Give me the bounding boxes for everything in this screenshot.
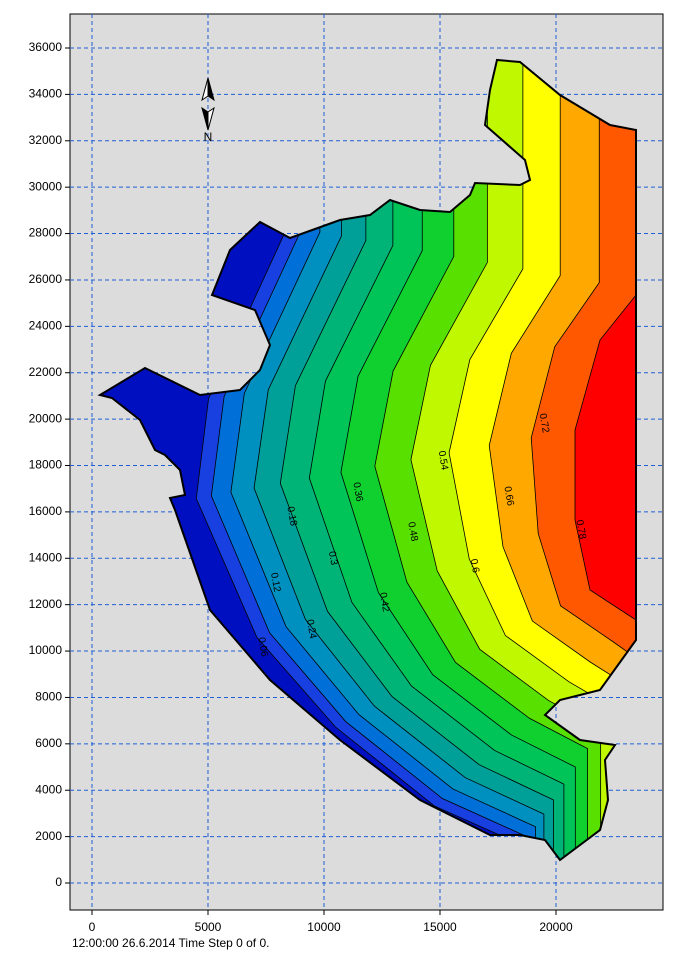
contour-label: 0.78 [573,519,587,541]
contour-label: 0.36 [350,481,364,503]
contour-label: 0.42 [377,592,391,614]
contour-label: 0.66 [501,486,515,508]
y-tick-label: 18000 [29,458,63,472]
contour-band [574,60,636,860]
y-tick-label: 24000 [29,319,63,333]
y-tick-label: 12000 [29,597,63,611]
contour-label: 0.6 [468,558,481,574]
x-tick-label: 10000 [307,920,341,934]
x-tick-label: 0 [89,920,96,934]
north-arrow: N [201,77,215,144]
y-tick-label: 16000 [29,504,63,518]
y-tick-label: 6000 [35,736,62,750]
contour-label: 0.24 [304,619,318,641]
y-tick-label: 20000 [29,411,63,425]
y-tick-label: 0 [55,875,62,889]
y-tick-label: 28000 [29,226,63,240]
contour-label: 0.72 [537,413,551,435]
x-tick-label: 20000 [539,920,573,934]
contour-label: 0.18 [284,506,298,528]
y-tick-label: 32000 [29,133,63,147]
contour-label: 0.12 [268,572,282,594]
y-tick-label: 10000 [29,643,63,657]
y-tick-label: 2000 [35,829,62,843]
y-tick-label: 30000 [29,179,63,193]
y-tick-label: 36000 [29,40,63,54]
contour-label: 0.54 [436,450,450,472]
y-tick-label: 26000 [29,272,63,286]
x-tick-label: 15000 [423,920,457,934]
status-text: 12:00:00 26.6.2014 Time Step 0 of 0. [72,936,269,950]
y-tick-label: 34000 [29,87,63,101]
y-tick-label: 22000 [29,365,63,379]
y-tick-label: 8000 [35,690,62,704]
contour-label: 0.3 [326,550,339,566]
contour-label: 0.06 [255,637,269,659]
north-label: N [204,130,213,144]
x-tick-label: 5000 [195,920,222,934]
contour-label: 0.48 [405,521,419,543]
y-tick-label: 14000 [29,550,63,564]
coastline [97,58,637,862]
y-tick-label: 4000 [35,782,62,796]
